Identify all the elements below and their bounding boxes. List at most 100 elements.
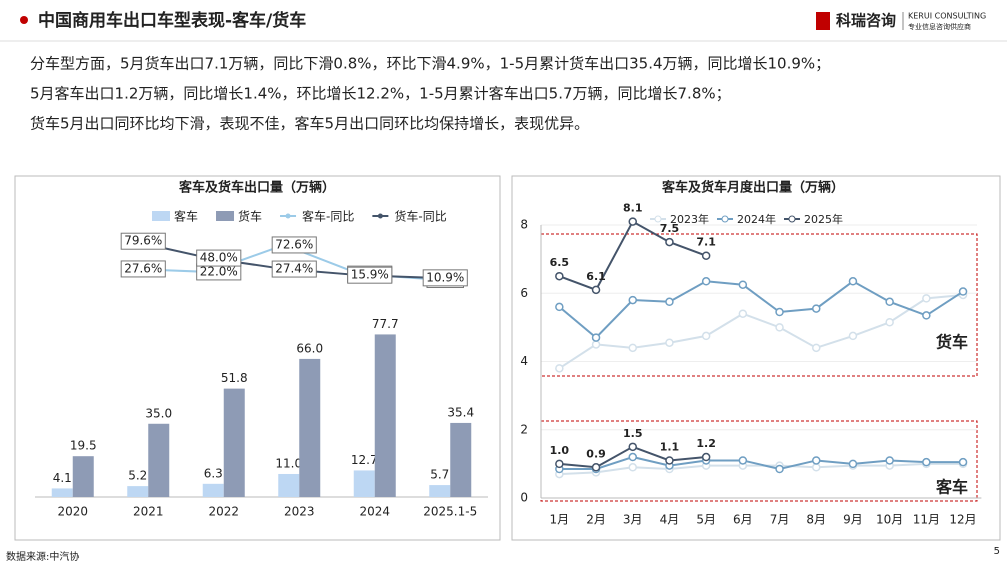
marker [628,295,637,305]
legend-label: 2023年 [670,212,709,226]
marker [848,331,858,341]
bar [278,473,300,497]
marker [922,457,931,467]
x-tick-label: 4月 [660,513,680,527]
data-label: 15.9% [351,268,389,282]
y-tick-label: 8 [520,218,528,232]
data-label: 79.6% [124,234,162,248]
data-label: 27.4% [275,262,313,276]
x-tick-label: 2024 [359,505,390,519]
marker [665,297,674,307]
marker [812,456,821,465]
marker [738,309,748,318]
y-tick-label: 6 [520,286,528,300]
data-label: 19.5 [70,439,97,453]
data-label: 6.1 [586,270,606,283]
data-label: 1.1 [660,440,680,453]
marker [848,459,858,469]
bullet [20,16,28,24]
legend-label: 客车-同比 [302,209,354,224]
marker [775,464,784,474]
paragraph: 货车5月出口同环比均下滑，表现不佳，客车5月出口同环比均保持增长，表现优异。 [30,115,589,133]
data-label: 5.7 [430,468,449,482]
marker [885,297,894,307]
legend-swatch [152,211,170,221]
chart-frame [14,175,501,541]
y-tick-label: 2 [520,422,528,436]
line [559,456,964,471]
marker [701,452,711,462]
panel-box [540,233,978,377]
chart-title: 客车及货车月度出口量（万辆） [662,180,844,196]
data-label: 77.7 [372,317,399,331]
data-label: 22.0% [200,264,238,278]
legend-marker [788,215,796,223]
page-number: 5 [994,546,1000,557]
line [559,220,707,292]
marker [922,311,931,320]
panel-label: 客车 [936,478,968,497]
data-label: 12.7 [351,453,378,467]
x-tick-label: 9月 [843,513,863,527]
marker [812,343,821,353]
marker [738,456,748,465]
bar [51,488,73,497]
bar [374,334,396,497]
legend-label: 客车 [174,209,198,224]
x-tick-label: 6月 [733,513,753,527]
data-label: 1.0 [550,444,570,457]
x-tick-label: 2023 [284,505,315,519]
legend-label: 货车-同比 [394,209,446,224]
bar [148,423,170,497]
data-label: 48.0% [200,251,238,265]
data-label: 66.0 [296,341,323,355]
marker [628,343,637,353]
data-label: 6.3 [204,466,223,480]
marker [701,251,711,260]
source: 数据来源:中汽协 [6,550,79,563]
marker [665,338,674,347]
marker [628,452,637,462]
title: 中国商用车出口车型表现-客车/货车 [38,10,306,31]
marker [628,217,637,226]
x-tick-label: 2022 [208,505,239,519]
legend-label: 2024年 [737,212,776,226]
label-box [196,249,242,267]
data-label: 1.2 [696,437,716,450]
marker [665,237,674,247]
marker [555,459,564,469]
legend-marker [654,215,662,223]
label-box [271,260,317,278]
marker [812,304,821,313]
label-box [422,269,468,287]
x-tick-label: 12月 [949,513,976,527]
marker [555,302,564,312]
data-label: 0.9 [586,447,606,460]
bar [450,422,472,497]
marker [885,456,894,465]
data-label: 72.6% [275,237,313,251]
title-bg [135,180,380,196]
label-box [120,232,166,250]
chart-frame [511,175,1001,541]
bar [127,486,149,497]
y-tick-label: 0 [520,491,528,505]
paragraph: 5月客车出口1.2万辆，同比增长1.4%，环比增长12.2%，1-5月累计客车出… [30,85,731,103]
data-label: 5.2 [128,469,147,483]
logo-slogan: 专业信息咨询供应商 [908,22,971,31]
marker [628,463,637,472]
data-label: 10.9% [426,270,464,284]
logo-icon [816,12,830,30]
data-label: 1.5 [623,427,643,440]
legend-marker [285,213,291,219]
logo-en: KERUI CONSULTING [908,12,986,21]
data-label: 35.4 [447,405,474,419]
marker [775,323,784,332]
data-label: 4.1 [53,471,72,485]
marker [555,364,564,373]
legend-marker [377,213,383,219]
marker [922,294,931,303]
data-label: 51.8 [221,371,248,385]
marker [738,280,748,289]
